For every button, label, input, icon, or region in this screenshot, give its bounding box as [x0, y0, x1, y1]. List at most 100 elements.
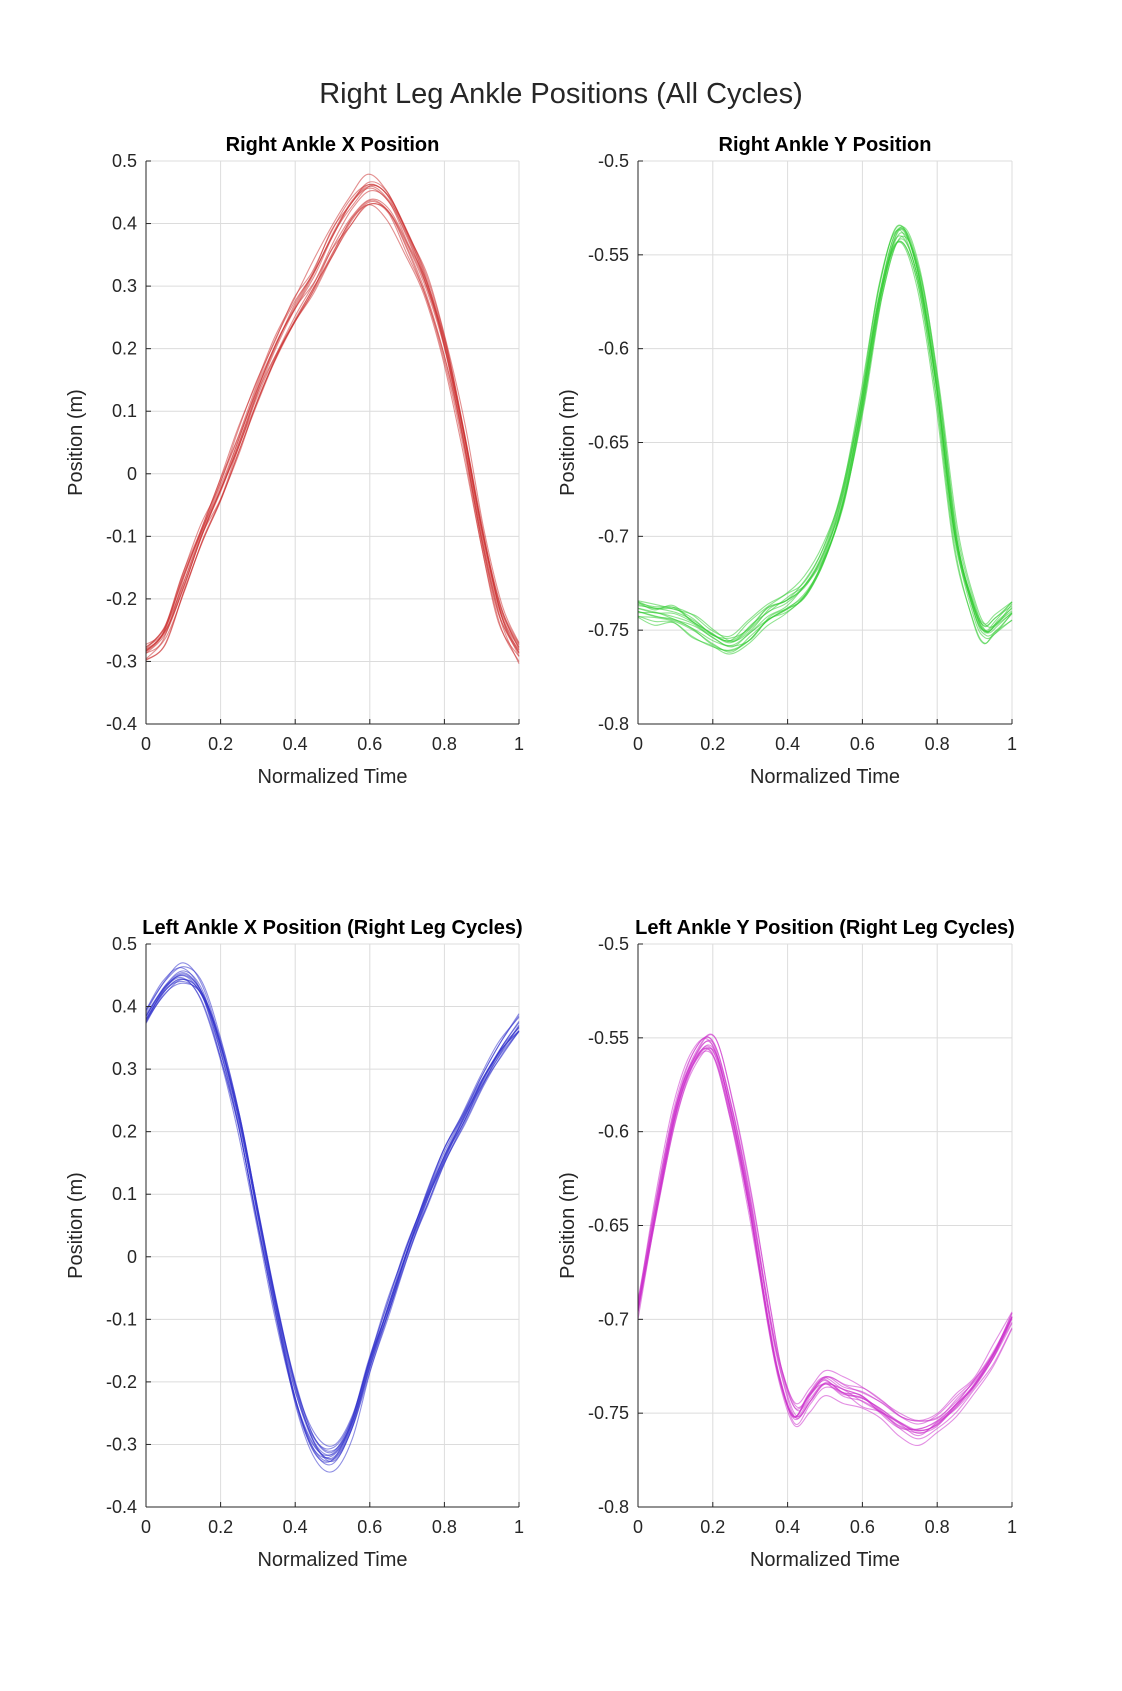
cycle-line-12 [145, 203, 520, 654]
cycle-line-2 [637, 1045, 1013, 1446]
cycle-line-1 [145, 966, 520, 1461]
x-tick-label-4: 0.8 [432, 1517, 457, 1537]
panel-title: Right Ankle Y Position [719, 134, 932, 156]
cycle-line-6 [637, 235, 1013, 642]
cycle-line-11 [145, 982, 520, 1452]
cycle-line-5 [637, 228, 1013, 642]
cycle-line-3 [145, 187, 520, 651]
x-axis-label: Normalized Time [257, 766, 407, 788]
cycle-line-5 [637, 1034, 1013, 1422]
chart-right-ankle-x: 0 0.2 0.4 0.6 0.8 1 -0.4 -0.3 -0.2 -0.1 0 0.1 0.2 0.3… [65, 134, 524, 788]
cycle-line-3 [637, 240, 1013, 655]
cycle-line-12 [637, 1039, 1013, 1422]
y-tick-label-6: 0.2 [112, 339, 137, 359]
cycle-line-11 [145, 184, 520, 648]
x-axis-label: Normalized Time [750, 1549, 900, 1571]
cycle-line-14 [637, 229, 1013, 642]
series-group [637, 1033, 1013, 1446]
cycle-line-14 [637, 1036, 1013, 1432]
cycle-line-9 [637, 1044, 1013, 1425]
y-tick-label-5: 0.1 [112, 401, 137, 421]
x-tick-label-5: 1 [514, 1517, 524, 1537]
cycle-line-3 [637, 1047, 1013, 1434]
x-tick-label-3: 0.6 [357, 734, 382, 754]
x-tick-label-3: 0.6 [850, 734, 875, 754]
y-tick-label-7: 0.3 [112, 1059, 137, 1079]
y-axis-label: Position (m) [65, 389, 87, 496]
y-tick-label-2: -0.7 [598, 1309, 629, 1329]
x-tick-label-4: 0.8 [925, 1517, 950, 1537]
cycle-line-3 [145, 974, 520, 1450]
cycle-line-5 [145, 967, 520, 1463]
cycle-line-13 [637, 1046, 1013, 1437]
panel-title: Right Ankle X Position [226, 134, 440, 156]
y-tick-label-0: -0.4 [106, 714, 137, 734]
x-tick-label-4: 0.8 [432, 734, 457, 754]
cycle-line-2 [145, 974, 520, 1447]
y-tick-label-3: -0.65 [588, 1216, 629, 1236]
panel-title: Left Ankle Y Position (Right Leg Cycles) [635, 917, 1015, 939]
cycle-line-7 [637, 228, 1013, 643]
y-tick-label-8: 0.4 [112, 214, 137, 234]
y-tick-label-1: -0.75 [588, 620, 629, 640]
y-tick-label-0: -0.8 [598, 1497, 629, 1517]
x-tick-label-1: 0.2 [700, 1517, 725, 1537]
y-tick-label-0: -0.8 [598, 714, 629, 734]
y-tick-label-2: -0.2 [106, 589, 137, 609]
x-tick-label-0: 0 [633, 734, 643, 754]
cycle-line-9 [637, 227, 1013, 652]
y-tick-label-1: -0.3 [106, 651, 137, 671]
x-tick-label-2: 0.4 [283, 734, 308, 754]
cycle-line-1 [145, 190, 520, 649]
x-tick-label-2: 0.4 [283, 1517, 308, 1537]
series-group [637, 224, 1013, 655]
cycle-line-13 [145, 204, 520, 657]
x-tick-label-2: 0.4 [775, 734, 800, 754]
x-tick-label-3: 0.6 [357, 1517, 382, 1537]
x-tick-label-1: 0.2 [700, 734, 725, 754]
cycle-line-14 [145, 203, 520, 662]
chart-left-ankle-y: 0 0.2 0.4 0.6 0.8 1 -0.8 -0.75 -0.7 -0.65 -0.6 -0.5… [557, 917, 1017, 1571]
cycle-line-6 [637, 1047, 1013, 1431]
x-axis-label: Normalized Time [257, 1549, 407, 1571]
y-tick-label-4: -0.6 [598, 339, 629, 359]
y-tick-label-3: -0.1 [106, 1309, 137, 1329]
y-tick-label-0: -0.4 [106, 1497, 137, 1517]
y-tick-label-3: -0.1 [106, 526, 137, 546]
cycle-line-4 [145, 976, 520, 1457]
cycle-line-1 [637, 1033, 1013, 1422]
x-axis-label: Normalized Time [750, 766, 900, 788]
panel-title: Left Ankle X Position (Right Leg Cycles) [142, 917, 522, 939]
figure-title: Right Leg Ankle Positions (All Cycles) [319, 78, 803, 110]
y-tick-label-4: 0 [127, 464, 137, 484]
x-tick-label-0: 0 [633, 1517, 643, 1537]
y-tick-label-4: -0.6 [598, 1122, 629, 1142]
x-tick-label-1: 0.2 [208, 734, 233, 754]
y-axis-label: Position (m) [65, 1172, 87, 1279]
cycle-line-11 [637, 226, 1013, 647]
x-tick-label-5: 1 [1007, 734, 1017, 754]
y-tick-label-3: -0.65 [588, 433, 629, 453]
x-tick-label-4: 0.8 [925, 734, 950, 754]
y-axis-label: Position (m) [557, 389, 579, 496]
cycle-line-8 [145, 980, 520, 1463]
x-tick-label-3: 0.6 [850, 1517, 875, 1537]
x-tick-label-1: 0.2 [208, 1517, 233, 1537]
y-tick-label-2: -0.2 [106, 1372, 137, 1392]
cycle-line-12 [637, 241, 1013, 651]
cycle-line-8 [637, 1048, 1013, 1431]
y-tick-label-6: -0.5 [598, 934, 629, 954]
cycle-line-13 [145, 978, 520, 1459]
chart-left-ankle-x: 0 0.2 0.4 0.6 0.8 1 -0.4 -0.3 -0.2 -0.1 0 0.1 0.2 0.3… [65, 917, 524, 1571]
cycle-line-12 [145, 973, 520, 1462]
y-tick-label-9: 0.5 [112, 934, 137, 954]
y-tick-label-6: 0.2 [112, 1122, 137, 1142]
series-group [145, 173, 520, 664]
cycle-line-7 [145, 199, 520, 660]
y-tick-label-2: -0.7 [598, 526, 629, 546]
x-tick-label-0: 0 [141, 734, 151, 754]
y-tick-label-1: -0.75 [588, 1403, 629, 1423]
y-tick-label-8: 0.4 [112, 997, 137, 1017]
cycle-line-1 [637, 235, 1013, 639]
